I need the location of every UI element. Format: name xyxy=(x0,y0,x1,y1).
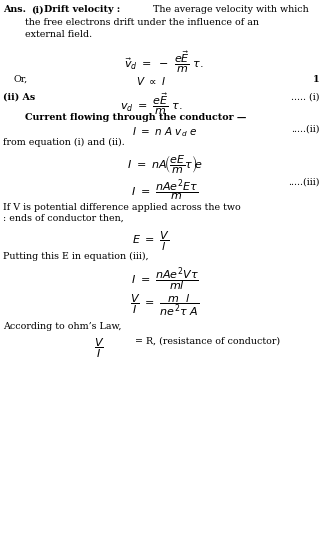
Text: .....(ii): .....(ii) xyxy=(291,125,319,134)
Text: the free electrons drift under the influence of an: the free electrons drift under the influ… xyxy=(25,18,259,27)
Text: Current flowing through the conductor —: Current flowing through the conductor — xyxy=(25,113,246,122)
Text: If V is potential difference applied across the two: If V is potential difference applied acr… xyxy=(3,203,241,212)
Text: Or,: Or, xyxy=(13,75,27,84)
Text: : ends of conductor then,: : ends of conductor then, xyxy=(3,214,124,223)
Text: = R, (resistance of conductor): = R, (resistance of conductor) xyxy=(135,336,280,345)
Text: Ans.: Ans. xyxy=(3,5,26,14)
Text: $I\ =\ \dfrac{nAe^2 E\tau}{m}$: $I\ =\ \dfrac{nAe^2 E\tau}{m}$ xyxy=(131,178,198,204)
Text: According to ohm’s Law,: According to ohm’s Law, xyxy=(3,322,122,331)
Text: The average velocity with which: The average velocity with which xyxy=(153,5,309,14)
Text: $V\ \propto\ I$: $V\ \propto\ I$ xyxy=(136,75,166,87)
Text: $I\ =\ n\ A\ v_d\ e$: $I\ =\ n\ A\ v_d\ e$ xyxy=(132,125,197,139)
Text: Putting this E in equation (iii),: Putting this E in equation (iii), xyxy=(3,252,149,261)
Text: $E\ =\ \dfrac{V}{l}$: $E\ =\ \dfrac{V}{l}$ xyxy=(132,229,170,253)
Text: external field.: external field. xyxy=(25,30,92,39)
Text: $\vec{v}_d\ =\ -\ \dfrac{e\vec{E}}{m}\ \tau.$: $\vec{v}_d\ =\ -\ \dfrac{e\vec{E}}{m}\ \… xyxy=(124,49,205,75)
Text: from equation (i) and (ii).: from equation (i) and (ii). xyxy=(3,138,125,147)
Text: .....(iii): .....(iii) xyxy=(288,178,319,187)
Text: $I\ =\ \dfrac{nAe^2 V\tau}{ml}$: $I\ =\ \dfrac{nAe^2 V\tau}{ml}$ xyxy=(131,266,198,294)
Text: $v_d\ =\ \dfrac{e\vec{E}}{m}\ \tau.$: $v_d\ =\ \dfrac{e\vec{E}}{m}\ \tau.$ xyxy=(120,92,183,117)
Text: (i): (i) xyxy=(31,5,44,14)
Text: 1: 1 xyxy=(313,75,319,84)
Text: $I\ =\ nA\!\left(\dfrac{eE}{m}\tau\right)\!e$: $I\ =\ nA\!\left(\dfrac{eE}{m}\tau\right… xyxy=(127,153,202,175)
Text: ..... (i): ..... (i) xyxy=(291,92,319,101)
Text: $\dfrac{V}{I}\ =\ \dfrac{m\ \ l}{ne^2\tau\ A}$: $\dfrac{V}{I}\ =\ \dfrac{m\ \ l}{ne^2\ta… xyxy=(130,293,199,318)
Text: (ii) As: (ii) As xyxy=(3,92,36,101)
Text: $\dfrac{V}{I}$: $\dfrac{V}{I}$ xyxy=(93,336,104,360)
Text: Drift velocity :: Drift velocity : xyxy=(44,5,121,14)
